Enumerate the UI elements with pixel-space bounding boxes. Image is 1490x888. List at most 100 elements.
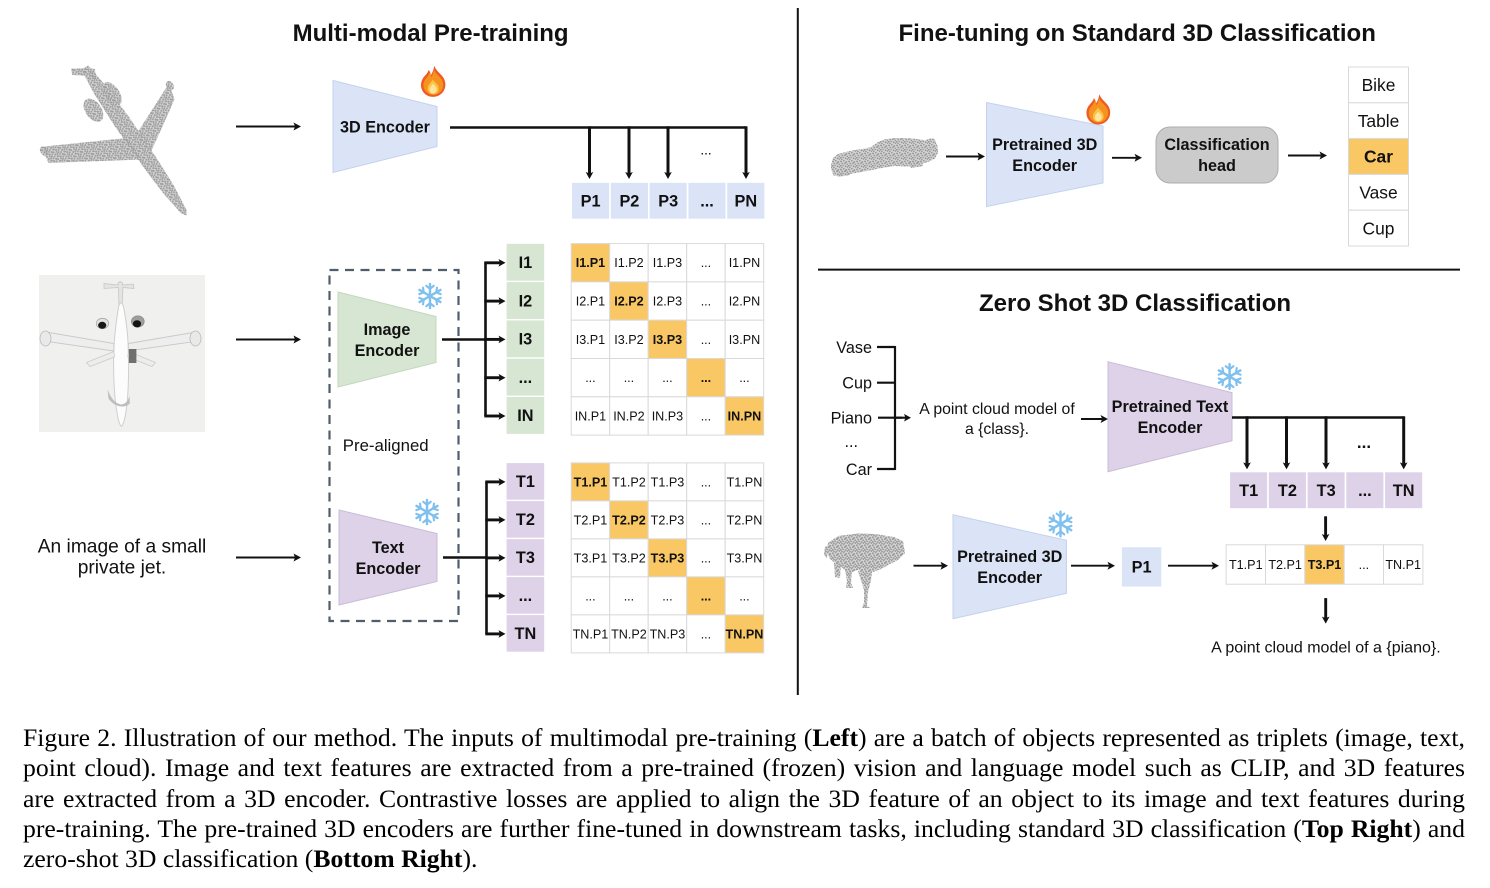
svg-text:T3: T3: [1317, 482, 1336, 500]
svg-text:...: ...: [519, 587, 533, 605]
svg-text:I2.P1: I2.P1: [576, 295, 605, 309]
svg-text:T3.P2: T3.P2: [612, 551, 646, 565]
svg-text:...: ...: [701, 371, 712, 385]
svg-text:...: ...: [1359, 558, 1370, 572]
svg-text:T1.P2: T1.P2: [612, 475, 646, 489]
svg-text:P3: P3: [658, 193, 678, 211]
svg-text:T3: T3: [516, 549, 535, 567]
svg-text:...: ...: [701, 333, 712, 347]
svg-text:TN: TN: [1393, 482, 1415, 500]
svg-text:...: ...: [662, 371, 673, 385]
svg-text:T2: T2: [516, 511, 535, 529]
svg-text:I2.P3: I2.P3: [653, 295, 682, 309]
svg-text:...: ...: [585, 371, 596, 385]
svg-text:T1.P1: T1.P1: [1229, 558, 1263, 572]
svg-text:Encoder: Encoder: [977, 569, 1042, 587]
svg-text:TN.P2: TN.P2: [611, 627, 647, 641]
svg-text:Pretrained Text: Pretrained Text: [1112, 398, 1229, 416]
svg-text:...: ...: [739, 589, 750, 603]
svg-text:I1.P2: I1.P2: [614, 256, 643, 270]
svg-text:...: ...: [701, 475, 712, 489]
svg-text:...: ...: [701, 627, 712, 641]
svg-text:T3.P1: T3.P1: [1308, 558, 1342, 572]
svg-text:I3: I3: [519, 331, 533, 349]
svg-text:TN.PN: TN.PN: [726, 627, 764, 641]
svg-text:A point cloud model of: A point cloud model of: [919, 401, 1075, 418]
svg-text:T1: T1: [516, 473, 535, 491]
svg-text:Bike: Bike: [1362, 75, 1396, 95]
svg-text:An image of a small: An image of a small: [38, 537, 207, 558]
svg-text:Encoder: Encoder: [355, 342, 420, 360]
svg-text:PN: PN: [734, 193, 757, 211]
svg-text:Table: Table: [1358, 111, 1400, 131]
svg-text:...: ...: [701, 589, 712, 603]
svg-text:Encoder: Encoder: [1012, 157, 1077, 175]
svg-text:I2: I2: [519, 292, 533, 310]
svg-text:T2.P2: T2.P2: [612, 513, 646, 527]
svg-text:Classification: Classification: [1164, 136, 1269, 154]
svg-text:I1.P3: I1.P3: [653, 256, 682, 270]
svg-text:...: ...: [701, 513, 712, 527]
svg-text:...: ...: [701, 295, 712, 309]
svg-text:...: ...: [701, 409, 712, 423]
svg-text:Car: Car: [846, 461, 873, 479]
svg-text:...: ...: [701, 256, 712, 270]
svg-text:Encoder: Encoder: [1138, 419, 1203, 437]
svg-text:Cup: Cup: [1363, 218, 1395, 238]
svg-text:...: ...: [519, 369, 533, 387]
svg-text:...: ...: [700, 193, 714, 211]
svg-text:T1.PN: T1.PN: [727, 475, 763, 489]
svg-text:T2.P1: T2.P1: [1268, 558, 1302, 572]
svg-text:TN.P1: TN.P1: [573, 627, 609, 641]
svg-text:TN.P3: TN.P3: [650, 627, 686, 641]
svg-text:head: head: [1198, 157, 1236, 175]
svg-text:Pretrained 3D: Pretrained 3D: [957, 548, 1063, 566]
svg-text:T2.P3: T2.P3: [651, 513, 685, 527]
svg-text:T3.PN: T3.PN: [727, 551, 763, 565]
svg-text:I3.PN: I3.PN: [729, 333, 761, 347]
svg-text:I3.P2: I3.P2: [614, 333, 643, 347]
svg-text:T1.P1: T1.P1: [574, 475, 608, 489]
svg-text:T1: T1: [1239, 482, 1258, 500]
svg-text:P2: P2: [619, 193, 639, 211]
svg-text:I3.P3: I3.P3: [653, 333, 682, 347]
svg-text:T1.P3: T1.P3: [651, 475, 685, 489]
svg-text:I3.P1: I3.P1: [576, 333, 605, 347]
svg-text:Image: Image: [364, 321, 411, 339]
svg-text:Text: Text: [372, 539, 405, 557]
svg-text:T3.P3: T3.P3: [651, 551, 685, 565]
svg-text:T3.P1: T3.P1: [574, 551, 608, 565]
svg-text:I2.PN: I2.PN: [729, 295, 761, 309]
svg-text:T2: T2: [1278, 482, 1297, 500]
svg-text:P1: P1: [1132, 559, 1152, 577]
svg-text:Zero Shot 3D Classification: Zero Shot 3D Classification: [979, 290, 1291, 317]
svg-text:TN.P1: TN.P1: [1385, 558, 1421, 572]
svg-text:...: ...: [701, 551, 712, 565]
svg-text:a {class}.: a {class}.: [965, 421, 1029, 438]
svg-text:Pre-aligned: Pre-aligned: [343, 436, 429, 455]
svg-text:Fine-tuning on Standard 3D Cla: Fine-tuning on Standard 3D Classificatio…: [899, 20, 1376, 47]
svg-text:Cup: Cup: [842, 375, 872, 393]
svg-text:Piano: Piano: [831, 410, 872, 428]
svg-text:...: ...: [845, 433, 859, 451]
svg-text:private jet.: private jet.: [78, 558, 167, 579]
svg-text:3D Encoder: 3D Encoder: [340, 118, 431, 136]
svg-text:...: ...: [624, 589, 635, 603]
svg-text:Pretrained 3D: Pretrained 3D: [992, 136, 1098, 154]
svg-text:IN.P3: IN.P3: [652, 409, 684, 423]
svg-text:...: ...: [624, 371, 635, 385]
svg-text:I1.PN: I1.PN: [729, 256, 761, 270]
svg-text:IN.P2: IN.P2: [613, 409, 645, 423]
svg-text:...: ...: [662, 589, 673, 603]
svg-text:I1.P1: I1.P1: [576, 256, 605, 270]
svg-text:P1: P1: [581, 193, 601, 211]
svg-text:I2.P2: I2.P2: [614, 295, 643, 309]
svg-text:Multi-modal Pre-training: Multi-modal Pre-training: [293, 20, 569, 47]
svg-text:Vase: Vase: [1359, 182, 1397, 202]
svg-text:...: ...: [1357, 433, 1371, 452]
svg-text:T2.PN: T2.PN: [727, 513, 763, 527]
svg-text:IN: IN: [517, 407, 533, 425]
svg-text:...: ...: [1358, 482, 1372, 500]
svg-text:A point cloud model of a {pian: A point cloud model of a {piano}.: [1211, 639, 1441, 656]
svg-text:TN: TN: [515, 625, 537, 643]
